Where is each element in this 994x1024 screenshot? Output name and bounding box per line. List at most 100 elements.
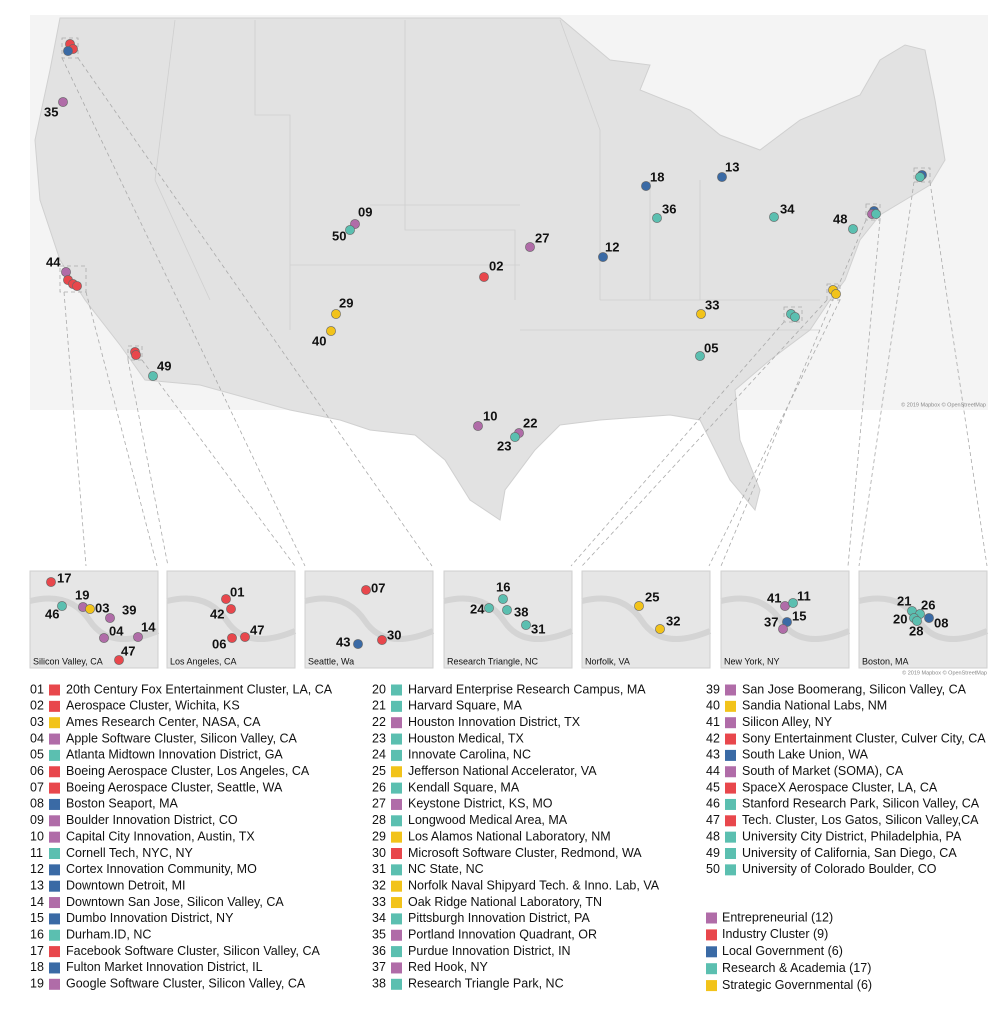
list-swatch <box>391 700 402 712</box>
marker-label: 35 <box>44 104 58 119</box>
marker-label: 01 <box>230 584 244 599</box>
marker-label: 08 <box>934 615 948 630</box>
map-credit: © 2019 Mapbox © OpenStreetMap <box>901 401 986 408</box>
map-marker <box>695 351 705 361</box>
marker-label: 14 <box>141 619 156 634</box>
map-marker <box>105 613 115 623</box>
list-swatch <box>725 733 736 745</box>
inset-title: New York, NY <box>724 656 780 666</box>
list-name: Ames Research Center, NASA, CA <box>66 715 261 729</box>
list-name: University of Colorado Boulder, CO <box>742 862 937 876</box>
list-number: 28 <box>372 813 386 827</box>
inset-title: Norfolk, VA <box>585 656 630 666</box>
list-number: 07 <box>30 780 44 794</box>
list-name: Boeing Aerospace Cluster, Seattle, WA <box>66 780 283 794</box>
connectors <box>59 37 988 567</box>
list-number: 02 <box>30 699 44 713</box>
list-number: 03 <box>30 715 44 729</box>
list-number: 08 <box>30 797 44 811</box>
list-swatch <box>725 782 736 794</box>
list-name: Downtown San Jose, Silicon Valley, CA <box>66 895 284 909</box>
map-marker <box>46 577 56 587</box>
list-number: 06 <box>30 764 44 778</box>
list-name: Fulton Market Innovation District, IL <box>66 960 263 974</box>
list-name: University City District, Philadelphia, … <box>742 829 962 843</box>
map-marker <box>769 212 779 222</box>
marker-label: 30 <box>387 627 401 642</box>
map-marker <box>510 432 520 442</box>
list-number: 32 <box>372 878 386 892</box>
marker-label: 31 <box>531 621 545 636</box>
list-number: 22 <box>372 715 386 729</box>
marker-label: 36 <box>662 201 676 216</box>
list-number: 14 <box>30 895 44 909</box>
list-swatch <box>49 848 60 859</box>
list-swatch <box>49 684 60 696</box>
list-swatch <box>49 700 60 712</box>
list-swatch <box>49 717 60 729</box>
list-swatch <box>49 962 60 974</box>
map-marker <box>58 97 68 107</box>
list-name: Facebook Software Cluster, Silicon Valle… <box>66 944 320 958</box>
map-marker <box>131 350 141 360</box>
list-number: 39 <box>706 682 720 696</box>
list-number: 18 <box>30 960 44 974</box>
list-number: 34 <box>372 911 386 925</box>
marker-label: 20 <box>893 611 907 626</box>
inset-map: 17 19 03 46 39 04 14 47 Silicon Valley, CA <box>29 570 160 669</box>
map-marker <box>57 601 67 611</box>
marker-label: 16 <box>496 579 510 594</box>
map-marker <box>521 620 531 630</box>
list-swatch <box>49 749 60 761</box>
marker-label: 41 <box>767 590 781 605</box>
list-number: 49 <box>706 846 720 860</box>
marker-label: 33 <box>705 297 719 312</box>
map-marker <box>525 242 535 252</box>
list-swatch <box>49 782 60 794</box>
list-number: 24 <box>372 748 386 762</box>
map-marker <box>361 585 371 595</box>
marker-label: 38 <box>514 604 528 619</box>
list-number: 43 <box>706 748 720 762</box>
list-number: 11 <box>30 846 43 860</box>
marker-label: 13 <box>725 159 739 174</box>
marker-label: 43 <box>336 634 350 649</box>
list-swatch <box>49 864 60 876</box>
list-number: 37 <box>372 960 386 974</box>
marker-label: 11 <box>797 588 811 603</box>
map-marker <box>717 172 727 182</box>
list-name: Durham.ID, NC <box>66 928 151 942</box>
list-name: Cornell Tech, NYC, NY <box>66 846 194 860</box>
list-swatch <box>49 929 60 941</box>
marker-label: 22 <box>523 415 537 430</box>
list-name: Oak Ridge National Laboratory, TN <box>408 895 602 909</box>
legend-swatch <box>706 963 717 975</box>
map-marker <box>114 655 124 665</box>
marker-label: 10 <box>483 408 497 423</box>
list-name: Longwood Medical Area, MA <box>408 813 568 827</box>
list-name: Jefferson National Accelerator, VA <box>408 764 597 778</box>
list-swatch <box>391 831 402 843</box>
list-swatch <box>391 766 402 778</box>
map-marker <box>72 281 82 291</box>
marker-label: 03 <box>95 600 109 615</box>
list-swatch <box>391 749 402 761</box>
list-number: 16 <box>30 928 44 942</box>
list-number: 31 <box>372 862 386 876</box>
list-swatch <box>391 880 402 892</box>
list-number: 25 <box>372 764 386 778</box>
us-land <box>34 17 946 521</box>
list-swatch <box>49 798 60 810</box>
marker-label: 40 <box>312 333 326 348</box>
list-number: 33 <box>372 895 386 909</box>
list-name: Boeing Aerospace Cluster, Los Angeles, C… <box>66 764 310 778</box>
map-marker <box>61 267 71 277</box>
list-number: 38 <box>372 977 386 991</box>
legend-label: Strategic Governmental (6) <box>722 978 872 992</box>
list-name: Portland Innovation Quadrant, OR <box>408 928 597 942</box>
list-swatch <box>725 848 736 859</box>
list-swatch <box>391 913 402 925</box>
legend-label: Industry Cluster (9) <box>722 927 828 941</box>
marker-label: 25 <box>645 589 659 604</box>
